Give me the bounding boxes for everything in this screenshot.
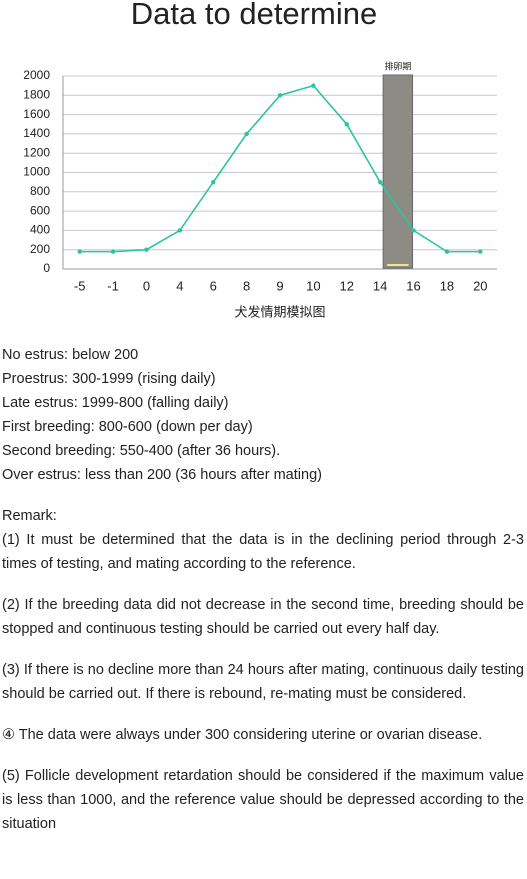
y-tick-label: 1400 [23,126,50,140]
remark-paragraph: (5) Follicle development retardation sho… [2,768,524,832]
x-tick-label: 9 [276,278,283,293]
data-point [211,179,216,185]
criteria-line: Second breeding: 550-400 (after 36 hours… [2,443,281,459]
x-tick-label: 14 [373,278,387,293]
y-tick-label: 2000 [23,68,50,82]
remark-paragraph: (2) If the breeding data did not decreas… [2,597,524,637]
x-tick-label: 12 [340,278,354,293]
x-tick-label: 18 [440,278,454,293]
y-tick-label: 800 [30,184,50,198]
document: No estrus: below 200 Proestrus: 300-1999 … [2,343,524,836]
y-tick-label: 1800 [23,87,50,101]
band-label: 排卵期 [384,60,411,71]
data-point [444,249,450,254]
data-point [77,249,82,254]
x-tick-label: 6 [210,278,217,293]
y-tick-label: 1200 [23,145,50,159]
x-tick-label: -1 [107,278,119,293]
x-tick-label: 10 [306,278,320,293]
data-point [377,179,383,185]
x-tick-label: 0 [143,278,150,293]
data-point [110,249,116,254]
data-point [311,83,316,88]
remark-heading: Remark: [2,508,57,524]
data-point [478,249,483,254]
data-point [244,131,249,137]
y-tick-label: 200 [30,242,50,256]
remark-paragraph: ④ The data were always under 300 conside… [2,727,483,743]
x-tick-label: -5 [74,278,86,293]
criteria-line: Late estrus: 1999-800 (falling daily) [2,395,229,411]
data-point [344,122,349,127]
y-tick-label: 1000 [23,165,50,179]
data-point [277,93,283,98]
criteria-line: First breeding: 800-600 (down per day) [2,419,253,435]
remark-paragraph: (1) It must be determined that the data … [2,532,524,572]
x-axis-label: 犬发情期模拟图 [234,304,325,319]
chart-title: Data to determine [131,0,377,31]
y-tick-label: 1600 [23,107,50,121]
criteria-line: Proestrus: 300-1999 (rising daily) [2,371,216,387]
y-tick-label: 600 [30,203,50,217]
data-line [79,84,481,253]
x-tick-label: 4 [176,278,183,293]
criteria-line: Over estrus: less than 200 (36 hours aft… [2,467,322,483]
chart: Data to determine 犬发情期模拟图 02004006008001… [23,0,497,319]
x-tick-label: 16 [406,278,420,293]
y-tick-label: 0 [43,261,50,275]
criteria-line: No estrus: below 200 [2,347,139,363]
data-point [144,247,149,252]
x-tick-label: 20 [473,278,487,293]
remark-paragraph: (3) If there is no decline more than 24 … [2,662,524,702]
ovulation-band [382,74,414,269]
data-point [177,228,183,233]
y-tick-label: 400 [30,223,50,237]
x-tick-label: 8 [243,278,250,293]
data-point [411,228,416,233]
